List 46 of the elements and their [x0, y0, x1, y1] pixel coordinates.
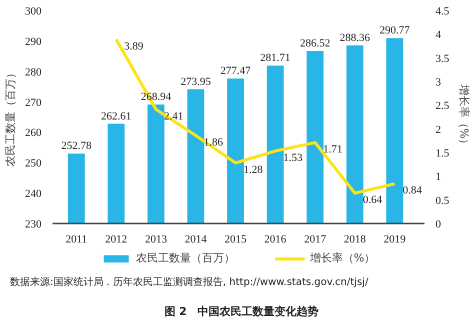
data-label: 288.36: [340, 32, 370, 44]
data-label: 1.53: [283, 152, 304, 164]
y-tick-label: 260: [25, 127, 42, 140]
y2-tick-label: 4: [436, 29, 442, 42]
data-label: 3.89: [124, 40, 144, 52]
x-tick-label: 2015: [224, 234, 248, 246]
data-label: 262.61: [101, 110, 132, 122]
y-tick-label: 280: [25, 66, 42, 78]
x-tick-label: 2012: [105, 234, 128, 246]
text: 图 2 中国农民工数量变化趋势: [164, 304, 319, 320]
y2-tick-label: 3: [436, 76, 442, 88]
y2-tick-label: 0: [436, 218, 442, 230]
data-label: 290.77: [380, 24, 410, 37]
y2-tick-label: 1: [436, 171, 441, 184]
data-label: 273.95: [180, 76, 212, 88]
x-tick-label: 2017: [304, 234, 327, 246]
data-label: 1.71: [323, 144, 342, 156]
y-tick-label: 270: [25, 96, 42, 109]
y-tick-label: 300: [25, 6, 42, 18]
x-tick-label: 2018: [344, 234, 366, 246]
x-tick-label: 2014: [184, 234, 208, 246]
x-tick-label: 2016: [264, 234, 287, 246]
data-label: 286.52: [300, 38, 330, 50]
x-tick-label: 2011: [66, 234, 88, 246]
legend-label: 增长率（%）: [310, 250, 376, 266]
y2-axis-title: 增长率（%）: [457, 83, 470, 150]
legend-label: 农民工数量（百万）: [136, 250, 235, 266]
y-tick-label: 250: [25, 158, 42, 170]
y2-tick-label: 0.5: [436, 194, 450, 207]
x-tick-label: 2013: [144, 234, 168, 246]
x-tick-label: 2019: [384, 234, 406, 246]
y-tick-label: 240: [25, 188, 42, 200]
y2-tick-label: 2.5: [436, 100, 450, 112]
y2-tick-label: 4.5: [436, 6, 450, 18]
data-label: 277.47: [220, 65, 252, 78]
data-label: 1.28: [244, 164, 264, 176]
y2-tick-label: 2: [436, 124, 441, 136]
data-label: 281.71: [260, 52, 290, 64]
y-tick-label: 290: [25, 36, 42, 48]
y-tick-label: 230: [25, 218, 42, 230]
source-note: 数据来源:国家统计局 . 历年农民工监测调查报告, http://www.stats.gov.cn/tjsj/: [10, 276, 368, 290]
y2-tick-label: 1.5: [436, 148, 450, 160]
data-label: 0.84: [402, 184, 422, 197]
y2-tick-label: 3.5: [436, 52, 450, 65]
data-label: 252.78: [61, 140, 92, 152]
y-axis-title: 农民工数量（百万）: [4, 68, 17, 166]
